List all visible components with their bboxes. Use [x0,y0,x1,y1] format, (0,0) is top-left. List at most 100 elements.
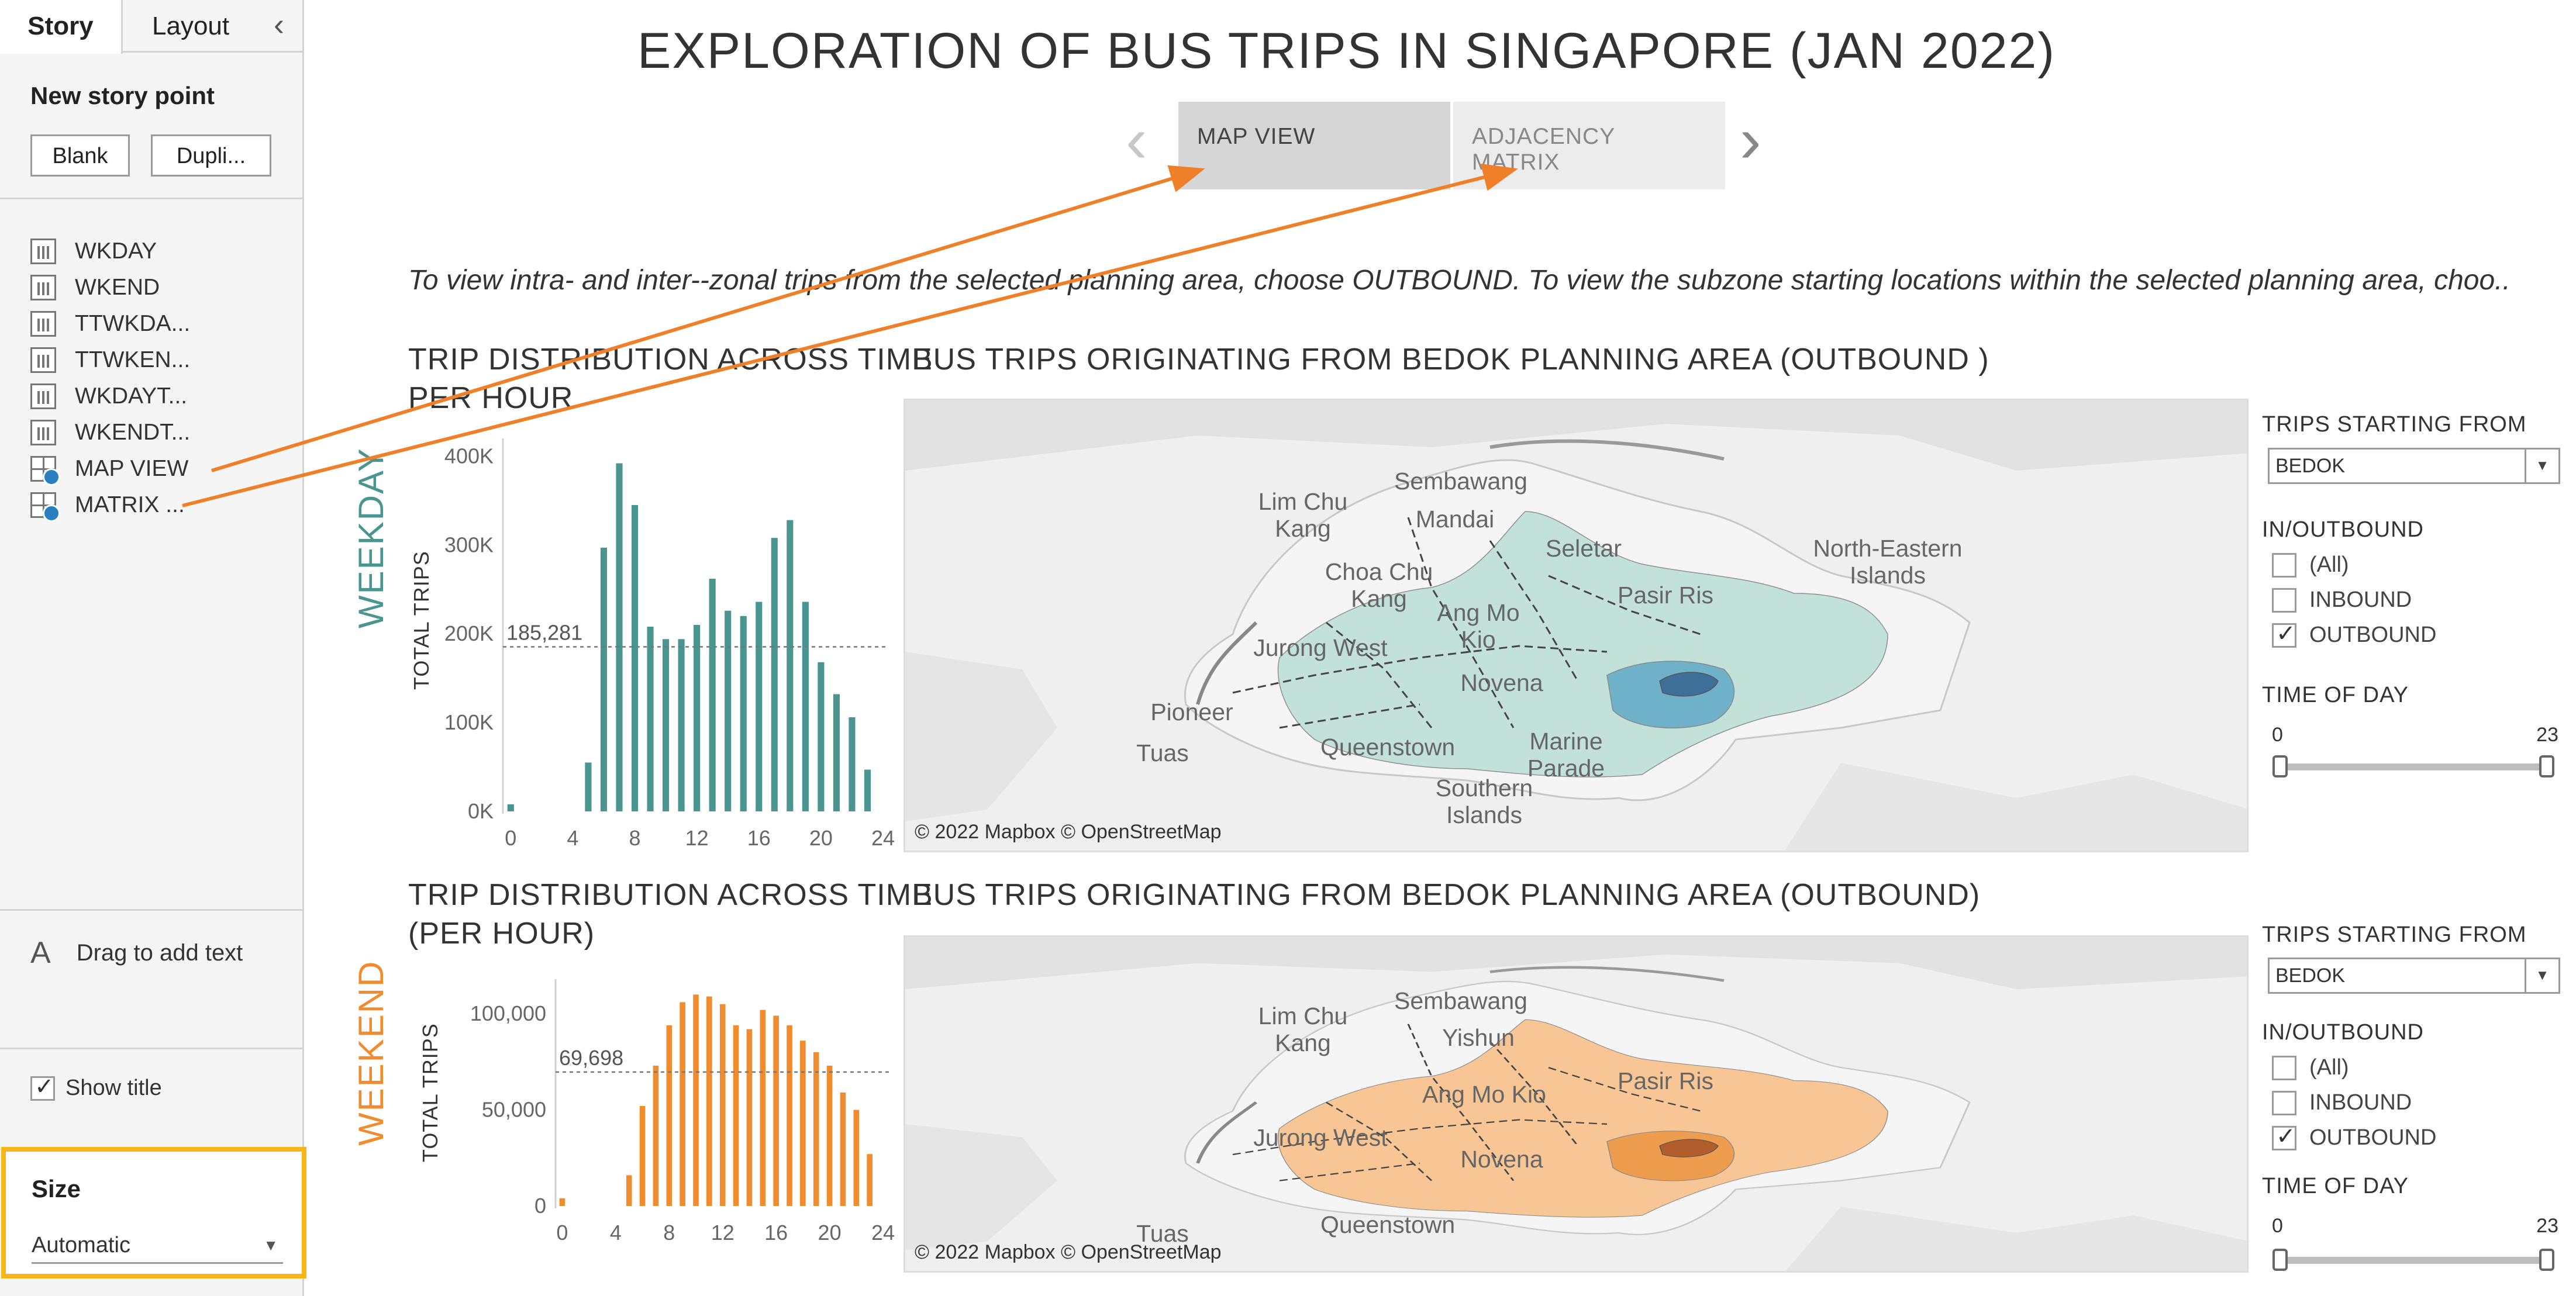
tab-layout[interactable]: Layout [152,12,230,40]
chart-icon [30,420,56,445]
bar [507,804,514,811]
size-label: Size [32,1175,81,1202]
weekend-map[interactable]: © 2022 Mapbox © OpenStreetMap Lim Chu Ka… [904,935,2249,1273]
x-tick-label: 4 [610,1221,622,1245]
map-place-label: Ang Mo Kio [1437,599,1520,653]
story-point-item[interactable]: MAP VIEW [30,452,189,486]
show-title-toggle[interactable]: Show title [30,1073,162,1101]
story-title: EXPLORATION OF BUS TRIPS IN SINGAPORE (J… [637,23,2056,79]
story-point-item[interactable]: TTWKEN... [30,344,190,376]
instructions-text: To view intra- and inter--zonal trips fr… [408,265,2511,296]
story-point-label: WKEND [75,275,160,300]
weekday-inout-option[interactable]: OUTBOUND [2272,620,2436,648]
weekend-inout-option[interactable]: (All) [2272,1055,2349,1080]
weekend-inout-option-label: INBOUND [2309,1090,2412,1115]
tab-story[interactable]: Story [0,0,123,54]
weekday-inout-checkbox[interactable] [2272,620,2296,648]
weekday-chart-title: TRIP DISTRIBUTION ACROSS TIME PER HOUR [408,340,933,417]
weekend-time-range: 0 23 [2272,1215,2558,1238]
x-tick-label: 12 [711,1221,734,1245]
story-point-item[interactable]: WKDAY [30,235,157,268]
bus-route-line [1407,517,1515,728]
weekday-time-range: 0 23 [2272,724,2558,747]
story-point-item[interactable]: WKENDT... [30,416,190,449]
bar [663,639,670,811]
weekday-time-label: TIME OF DAY [2262,683,2409,707]
map-copyright: © 2022 Mapbox © OpenStreetMap [915,1241,1222,1263]
x-tick-label: 24 [871,826,895,850]
bar [626,1175,632,1206]
map-place-label: Tuas [1136,739,1189,766]
weekday-inout-checkbox[interactable] [2272,587,2296,613]
x-tick-label: 8 [629,826,640,850]
map-place-label: Jurong West [1253,1124,1388,1151]
weekday-slider-max-handle[interactable] [2539,755,2554,777]
chart-icon [30,239,56,264]
weekend-inout-option[interactable]: INBOUND [2272,1090,2412,1115]
show-title-checkbox[interactable] [30,1073,55,1101]
previous-story-point-icon[interactable]: ‹ [1126,104,1147,176]
story-point-tab-map-view[interactable]: MAP VIEW [1178,102,1450,189]
weekday-inout-option[interactable]: INBOUND [2272,587,2412,613]
shaded-subzones [1277,1019,1888,1218]
weekday-time-slider[interactable] [2272,755,2554,777]
weekend-time-slider[interactable] [2272,1249,2554,1271]
story-point-tab-adjacency-matrix[interactable]: ADJACENCY MATRIX [1453,102,1725,189]
drag-text-label: Drag to add text [76,939,243,966]
weekend-time-max: 23 [2536,1215,2558,1237]
map-place-label: Sembawang [1394,468,1527,495]
weekday-slider-min-handle[interactable] [2272,755,2288,777]
story-point-item[interactable]: MATRIX ... [30,489,185,522]
bus-route-line [1279,1162,1420,1181]
x-tick-label: 8 [663,1221,675,1245]
weekday-trips-from-dropdown[interactable]: BEDOK ▼ [2268,448,2560,484]
map-place-label: Yishun [1442,1024,1515,1051]
story-point-item[interactable]: WKDAYT... [30,380,187,413]
weekend-inout-checkbox[interactable] [2272,1090,2296,1115]
map-layer [905,937,2247,1271]
map-place-label: Pioneer [1150,699,1233,725]
bar [802,602,809,811]
chart-icon [30,347,56,373]
map-place-label: Pasir Ris [1617,582,1714,609]
map-canvas [905,400,2247,851]
bar [706,996,712,1206]
map-place-label: Queenstown [1320,1211,1456,1238]
weekend-inout-checkbox[interactable] [2272,1055,2296,1080]
map-place-label: North-Eastern Islands [1813,535,1963,589]
story-point-item[interactable]: TTWKDA... [30,307,190,340]
weekend-slider-min-handle[interactable] [2272,1249,2288,1271]
bar [787,520,794,811]
weekend-inout-option[interactable]: OUTBOUND [2272,1123,2436,1150]
weekend-slider-max-handle[interactable] [2539,1249,2554,1271]
new-story-point-heading: New story point [30,82,215,109]
map-place-label: Sembawang [1394,987,1527,1014]
bar [813,1052,819,1206]
duplicate-button[interactable]: Dupli... [151,134,271,177]
bar [653,1065,659,1206]
weekend-chart-title-line1: TRIP DISTRIBUTION ACROSS TIME [408,878,933,912]
map-place-label: Tuas [1136,1220,1189,1247]
x-tick-label: 20 [809,826,833,850]
divider [0,909,302,911]
story-point-label: TTWKDA... [75,311,191,336]
bar [725,610,732,811]
story-point-label: TTWKEN... [75,347,191,372]
collapse-chevron-icon[interactable]: ‹ [274,7,284,42]
weekday-map[interactable]: © 2022 Mapbox © OpenStreetMap Lim Chu Ka… [904,399,2249,852]
weekend-trips-from-dropdown[interactable]: BEDOK ▼ [2268,958,2560,994]
weekday-y-axis-title: TOTAL TRIPS [409,551,433,690]
weekday-inout-option[interactable]: (All) [2272,552,2349,578]
blank-button[interactable]: Blank [30,134,130,177]
drag-to-add-text[interactable]: A Drag to add text [30,935,243,970]
x-tick-label: 20 [818,1221,842,1245]
weekday-inout-checkbox[interactable] [2272,552,2296,578]
story-point-label: MAP VIEW [75,456,189,481]
size-dropdown[interactable]: Automatic ▼ [32,1226,283,1264]
bar [787,1025,792,1206]
map-place-label: Southern Islands [1435,775,1533,828]
x-tick-label: 0 [556,1221,568,1245]
next-story-point-icon[interactable]: › [1740,104,1761,176]
story-point-item[interactable]: WKEND [30,271,160,304]
weekend-inout-checkbox[interactable] [2272,1123,2296,1150]
